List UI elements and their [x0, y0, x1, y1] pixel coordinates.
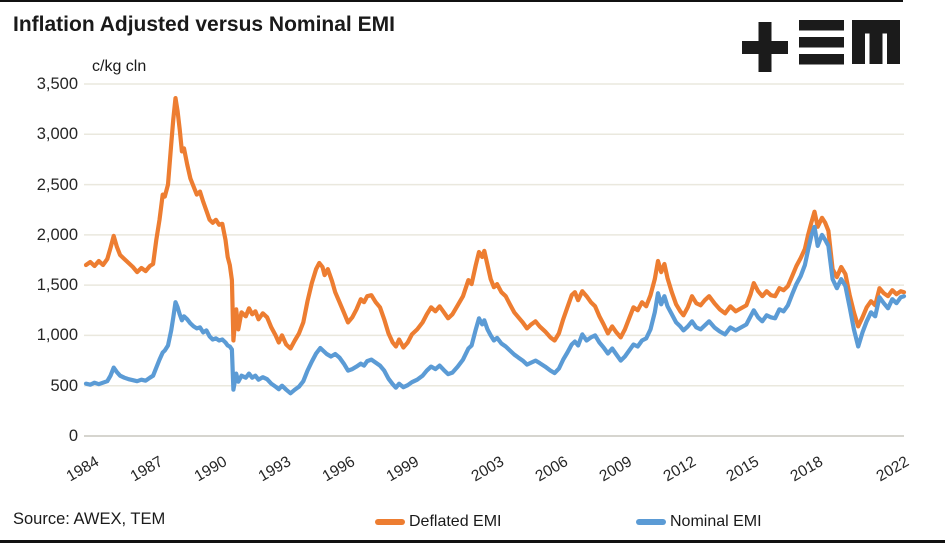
- y-axis-tick-label: 1,500: [36, 276, 78, 295]
- logo-m-icon: [852, 20, 900, 64]
- y-axis-unit-label: c/kg cln: [92, 58, 147, 75]
- nominal-emi-swatch: [636, 519, 666, 525]
- y-axis-tick-label: 2,000: [36, 225, 78, 244]
- y-axis-tick-label: 3,000: [36, 125, 78, 144]
- deflated-emi-line: [83, 95, 907, 351]
- legend-label-deflated-emi: Deflated EMI: [409, 513, 502, 530]
- legend-item-nominal-emi: Nominal EMI: [636, 512, 762, 532]
- y-axis-tick-label: 3,500: [36, 75, 78, 93]
- top-border: [0, 0, 903, 2]
- logo-triple-bar-icon: [799, 20, 844, 31]
- y-axis-tick-label: 2,500: [36, 175, 78, 194]
- source-note: Source: AWEX, TEM: [13, 510, 166, 528]
- legend-label-nominal-emi: Nominal EMI: [670, 513, 762, 530]
- y-axis-tick-label: 500: [50, 376, 78, 395]
- bottom-border: [0, 540, 945, 543]
- legend-item-deflated-emi: Deflated EMI: [375, 512, 501, 532]
- y-axis-tick-label: 0: [68, 427, 78, 445]
- deflated-emi-swatch: [375, 519, 405, 525]
- tem-logo: [742, 20, 900, 72]
- chart-title: Inflation Adjusted versus Nominal EMI: [13, 13, 395, 36]
- y-axis-tick-label: 1,000: [36, 326, 78, 345]
- nominal-emi-line: [83, 224, 907, 396]
